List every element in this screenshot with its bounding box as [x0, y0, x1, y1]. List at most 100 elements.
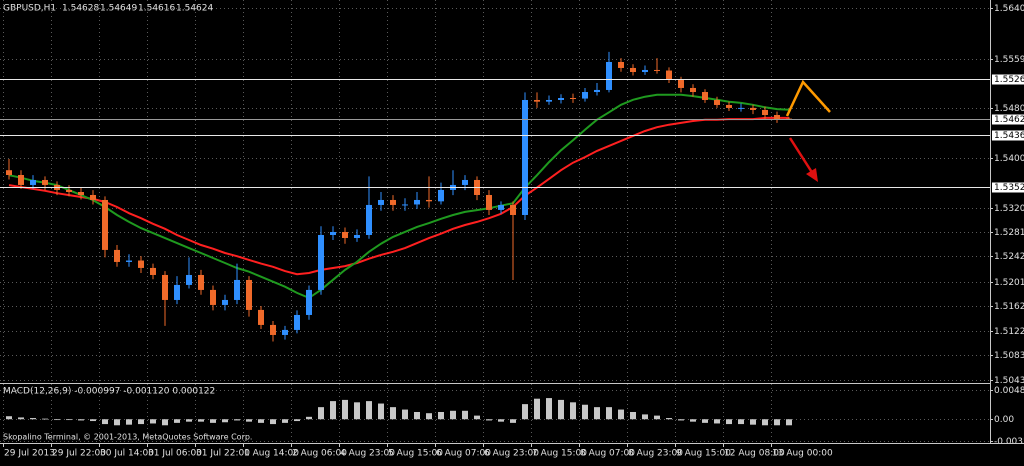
y-tick-label: 1.55590	[994, 55, 1024, 65]
x-tick-label: 31 Jul 22:00	[196, 449, 250, 459]
macd-bar	[774, 419, 780, 426]
candle-body	[234, 279, 240, 300]
y-tick-label: 1.52810	[994, 228, 1024, 238]
candle-body	[210, 289, 216, 305]
macd-bar	[150, 419, 156, 424]
x-tick-label: 7 Aug 15:00	[532, 449, 587, 459]
candle-body	[42, 179, 48, 185]
candle-body	[258, 309, 264, 325]
macd-bar	[318, 407, 324, 420]
candle-body	[78, 192, 84, 195]
y-tick-label: 1.52420	[994, 252, 1024, 262]
candle-body	[198, 274, 204, 290]
y-tick-label: 1.51620	[994, 302, 1024, 312]
candle-body	[378, 199, 384, 205]
y-tick-label: -0.00356	[994, 437, 1024, 447]
level-label: 1.53527	[994, 183, 1024, 193]
candle-body	[282, 329, 288, 335]
candle-body	[666, 70, 672, 80]
y-tick-label: 1.54800	[994, 104, 1024, 114]
macd-bar	[258, 419, 264, 423]
macd-bar	[678, 419, 684, 421]
macd-bar	[534, 398, 540, 420]
macd-bar	[282, 419, 288, 423]
macd-bar	[354, 402, 360, 420]
macd-bar	[546, 398, 552, 420]
x-tick-label: 9 Aug 15:00	[676, 449, 731, 459]
forecast-down-arrow	[788, 137, 815, 175]
x-tick-label: 30 Jul 14:00	[100, 449, 154, 459]
candle-body	[114, 249, 120, 262]
candle-body	[618, 61, 624, 68]
macd-bar	[378, 403, 384, 420]
candle-body	[522, 99, 528, 215]
candle-body	[678, 79, 684, 88]
macd-bar	[522, 404, 528, 420]
macd-bar	[498, 419, 504, 422]
macd-bar	[90, 419, 96, 422]
x-tick-label: 31 Jul 06:00	[148, 449, 202, 459]
x-tick-label: 8 Aug 07:00	[580, 449, 635, 459]
macd-bar	[162, 419, 168, 426]
candle-body	[486, 194, 492, 210]
x-tick-label: 6 Aug 07:00	[436, 449, 491, 459]
macd-bar	[234, 419, 240, 421]
macd-bar	[18, 417, 24, 420]
candle-body	[174, 284, 180, 300]
y-tick-label: 1.51220	[994, 327, 1024, 337]
macd-bar	[402, 409, 408, 420]
macd-bar	[114, 419, 120, 426]
macd-bar	[342, 399, 348, 420]
macd-bar	[78, 419, 84, 421]
candle-body	[534, 99, 540, 102]
macd-bar	[270, 419, 276, 425]
macd-bar	[510, 419, 516, 423]
candle-body	[150, 267, 156, 275]
candle-body	[18, 174, 24, 185]
macd-bar	[54, 419, 60, 421]
candle-body	[426, 199, 432, 202]
candle-body	[462, 179, 468, 185]
macd-bar	[462, 410, 468, 420]
level-label-box	[992, 182, 1024, 193]
macd-bar	[594, 407, 600, 420]
candle-body	[702, 92, 708, 100]
macd-bar	[654, 415, 660, 420]
macd-bar	[126, 419, 132, 425]
macd-bar	[618, 409, 624, 420]
candle-body	[294, 314, 300, 330]
candle-body	[138, 260, 144, 268]
macd-bar	[102, 419, 108, 425]
candle-body	[630, 67, 636, 73]
candle-body	[414, 199, 420, 205]
macd-bar	[330, 401, 336, 420]
candle-body	[582, 92, 588, 99]
macd-bar	[222, 419, 228, 423]
candle-body	[330, 231, 336, 235]
candle-body	[774, 115, 780, 120]
macd-bar	[786, 419, 792, 426]
header-open: 1.54628	[62, 4, 99, 14]
x-tick-label: 5 Aug 15:00	[388, 449, 443, 459]
macd-bar	[294, 419, 300, 422]
x-tick-label: 4 Aug 23:00	[340, 449, 395, 459]
macd-bar	[474, 415, 480, 420]
macd-bar	[186, 419, 192, 422]
x-tick-label: 6 Aug 23:00	[484, 449, 539, 459]
candle-body	[390, 199, 396, 205]
y-tick-label: 1.50430	[994, 376, 1024, 386]
macd-bar	[726, 419, 732, 425]
macd-bar	[666, 418, 672, 420]
macd-bar	[414, 411, 420, 420]
candle-body	[606, 61, 612, 90]
macd-bar	[450, 410, 456, 420]
macd-bar	[558, 399, 564, 420]
macd-bar	[582, 404, 588, 420]
candle-body	[366, 204, 372, 235]
macd-bar	[486, 419, 492, 421]
candle-body	[714, 99, 720, 105]
candle-body	[222, 299, 228, 305]
candle-body	[558, 97, 564, 100]
x-tick-label: 1 Aug 14:00	[244, 449, 299, 459]
